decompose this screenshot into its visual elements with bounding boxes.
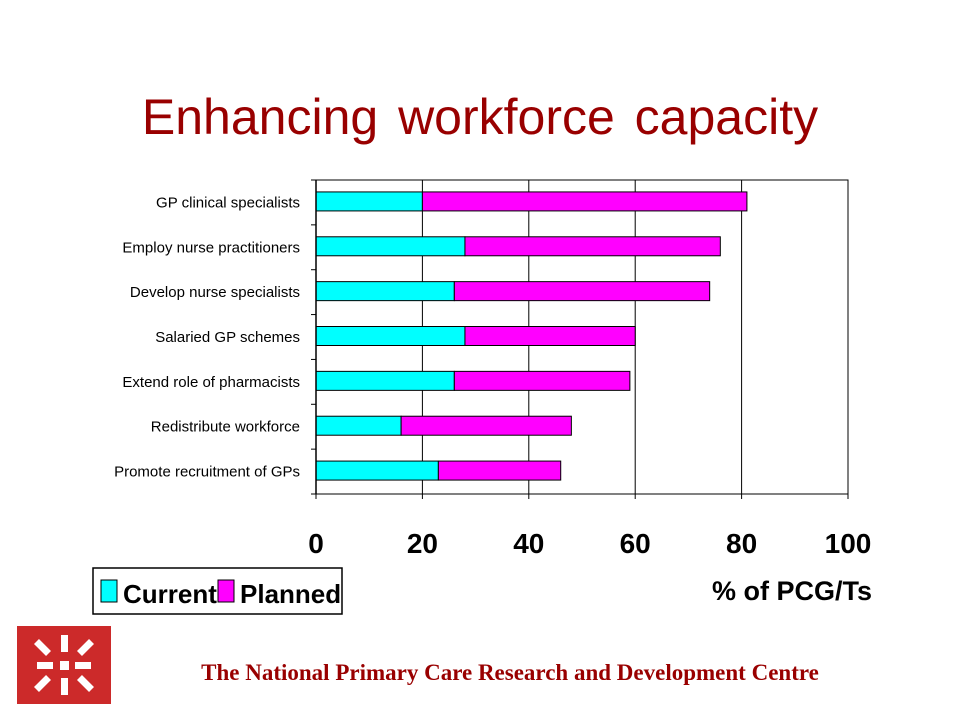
bar-planned — [453, 370, 631, 391]
category-label: Redistribute workforce — [151, 419, 300, 436]
logo-mark — [34, 635, 94, 695]
legend-frame — [92, 567, 343, 615]
x-tick-label: 0 — [308, 528, 324, 559]
bar-planned — [464, 326, 636, 346]
category-label: Employ nurse practitioners — [122, 239, 300, 256]
category-label: Extend role of pharmacists — [122, 374, 300, 391]
x-tick-label: 20 — [407, 528, 438, 559]
bar-current — [315, 191, 423, 212]
x-axis-title: % of PCG/Ts — [712, 576, 872, 606]
category-label: Promote recruitment of GPs — [114, 464, 300, 481]
bar-planned — [464, 236, 721, 257]
bar-planned — [453, 281, 711, 302]
bar-planned — [421, 191, 748, 212]
legend-label-planned: Planned — [240, 579, 341, 609]
x-tick-label: 80 — [726, 528, 757, 559]
chart-legend: Current Planned — [92, 567, 343, 615]
bar-current — [315, 326, 466, 346]
category-label: GP clinical specialists — [156, 194, 300, 211]
bar-planned — [400, 415, 572, 436]
legend-label-current: Current — [123, 579, 217, 609]
footer-organization: The National Primary Care Research and D… — [201, 660, 819, 685]
bar-planned — [437, 460, 562, 481]
bar-current — [315, 370, 455, 391]
x-tick-label: 40 — [513, 528, 544, 559]
plot-area: 0 20 40 60 80 100 GP clinical specialists Emplo… — [114, 179, 872, 559]
bar-current — [315, 236, 466, 257]
category-label: Salaried GP schemes — [155, 329, 300, 346]
category-label: Develop nurse specialists — [130, 284, 300, 301]
bar-current — [315, 415, 402, 436]
legend-swatch-planned — [217, 579, 235, 603]
x-tick-label: 60 — [620, 528, 651, 559]
bar-current — [315, 281, 455, 302]
legend-swatch-current — [100, 579, 118, 603]
bar-current — [315, 460, 439, 481]
x-tick-label: 100 — [825, 528, 872, 559]
slide-title: Enhancing workforce capacity — [141, 89, 819, 145]
nprdc-logo-icon — [17, 626, 111, 704]
